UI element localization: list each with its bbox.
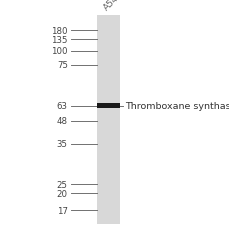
Text: 75: 75: [57, 61, 68, 70]
Text: Thromboxane synthas: Thromboxane synthas: [125, 102, 229, 111]
Bar: [96, 16, 119, 224]
Text: 17: 17: [57, 206, 68, 215]
Text: 20: 20: [57, 189, 68, 198]
Text: 63: 63: [57, 102, 68, 111]
Text: 25: 25: [57, 180, 68, 189]
Text: 135: 135: [51, 35, 68, 45]
Text: A549: A549: [101, 0, 124, 13]
Text: 100: 100: [51, 47, 68, 56]
Bar: [96, 104, 119, 109]
Text: 180: 180: [51, 26, 68, 35]
Text: 48: 48: [57, 117, 68, 126]
Text: 35: 35: [57, 140, 68, 149]
